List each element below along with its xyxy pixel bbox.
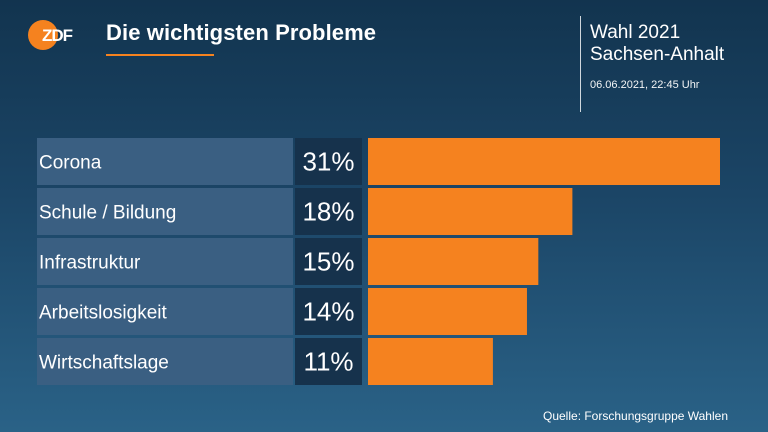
value-label-bg bbox=[295, 238, 362, 285]
category-label: Infrastruktur bbox=[39, 253, 141, 274]
category-label: Schule / Bildung bbox=[39, 203, 176, 224]
category-label-bg bbox=[37, 138, 293, 185]
bar bbox=[368, 138, 720, 185]
zdf-logo: ZDF bbox=[28, 20, 74, 50]
header-divider bbox=[580, 16, 581, 112]
bar bbox=[368, 238, 539, 285]
category-label: Corona bbox=[39, 153, 102, 174]
category-label-bg bbox=[37, 288, 293, 335]
category-label: Wirtschaftslage bbox=[39, 353, 169, 374]
bar bbox=[368, 288, 527, 335]
title-underline bbox=[106, 54, 214, 56]
value-label-bg bbox=[295, 288, 362, 335]
bar bbox=[368, 338, 493, 385]
category-label: Arbeitslosigkeit bbox=[39, 303, 167, 324]
value-label-bg bbox=[295, 188, 362, 235]
bar-row: Wirtschaftslage 11% bbox=[37, 338, 493, 385]
bar-row: Corona 31% bbox=[37, 138, 720, 185]
bar-row: Arbeitslosigkeit 14% bbox=[37, 288, 527, 335]
data-label: 11% bbox=[303, 347, 353, 377]
zdf-logo-text: ZDF bbox=[42, 26, 73, 45]
category-label-bg bbox=[37, 338, 293, 385]
election-title: Wahl 2021 bbox=[590, 22, 681, 43]
category-label-bg bbox=[37, 188, 293, 235]
data-label: 18% bbox=[302, 197, 354, 227]
value-label-bg bbox=[295, 138, 362, 185]
source-note: Quelle: Forschungsgruppe Wahlen bbox=[543, 409, 728, 423]
election-info: Wahl 2021 Sachsen-Anhalt bbox=[590, 22, 724, 66]
bar-row: Schule / Bildung 18% bbox=[37, 188, 573, 235]
category-label-bg bbox=[37, 238, 293, 285]
bar bbox=[368, 188, 573, 235]
data-label: 31% bbox=[302, 147, 354, 177]
timestamp: 06.06.2021, 22:45 Uhr bbox=[590, 79, 700, 91]
chart-title: Die wichtigsten Probleme bbox=[106, 20, 377, 45]
value-label-bg bbox=[295, 338, 362, 385]
data-label: 15% bbox=[302, 247, 354, 277]
data-label: 14% bbox=[302, 297, 354, 327]
election-region: Sachsen-Anhalt bbox=[590, 44, 725, 65]
bar-row: Infrastruktur 15% bbox=[37, 238, 539, 285]
